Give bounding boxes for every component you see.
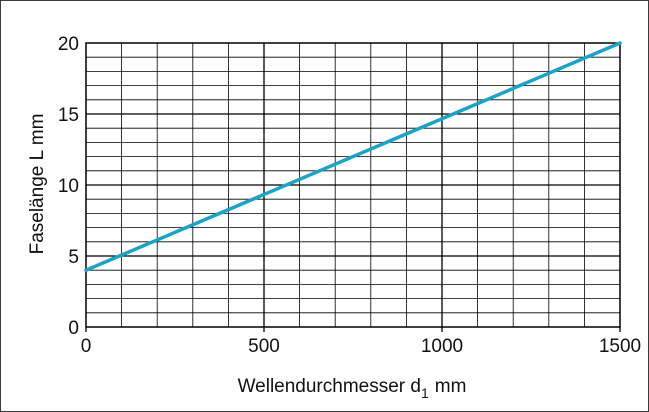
y-tick-label: 5	[68, 247, 79, 268]
y-tick-labels: 0 5 10 15 20	[58, 34, 79, 339]
series-line	[84, 41, 622, 272]
x-axis-title-unit: mm	[435, 376, 467, 397]
x-tick-label: 1500	[599, 336, 641, 357]
y-tick-label: 10	[58, 176, 79, 197]
x-axis-title-main: Wellendurchmesser d	[238, 376, 421, 397]
y-tick-label: 15	[58, 105, 79, 126]
y-tick-label: 0	[68, 318, 79, 339]
x-tick-label: 500	[248, 336, 280, 357]
y-tick-label: 20	[58, 34, 79, 55]
y-axis-title: Faselänge L mm	[27, 114, 48, 255]
x-tick-labels: 0 500 1000 1500	[81, 336, 641, 357]
x-axis-title-subscript: 1	[421, 385, 429, 401]
x-tick-label: 0	[81, 336, 92, 357]
x-axis-title: Wellendurchmesser d1 mm	[238, 376, 467, 401]
plot-border	[85, 42, 621, 328]
x-tick-label: 1000	[421, 336, 463, 357]
data-series	[84, 41, 622, 272]
grid-major-lines	[85, 43, 621, 332]
